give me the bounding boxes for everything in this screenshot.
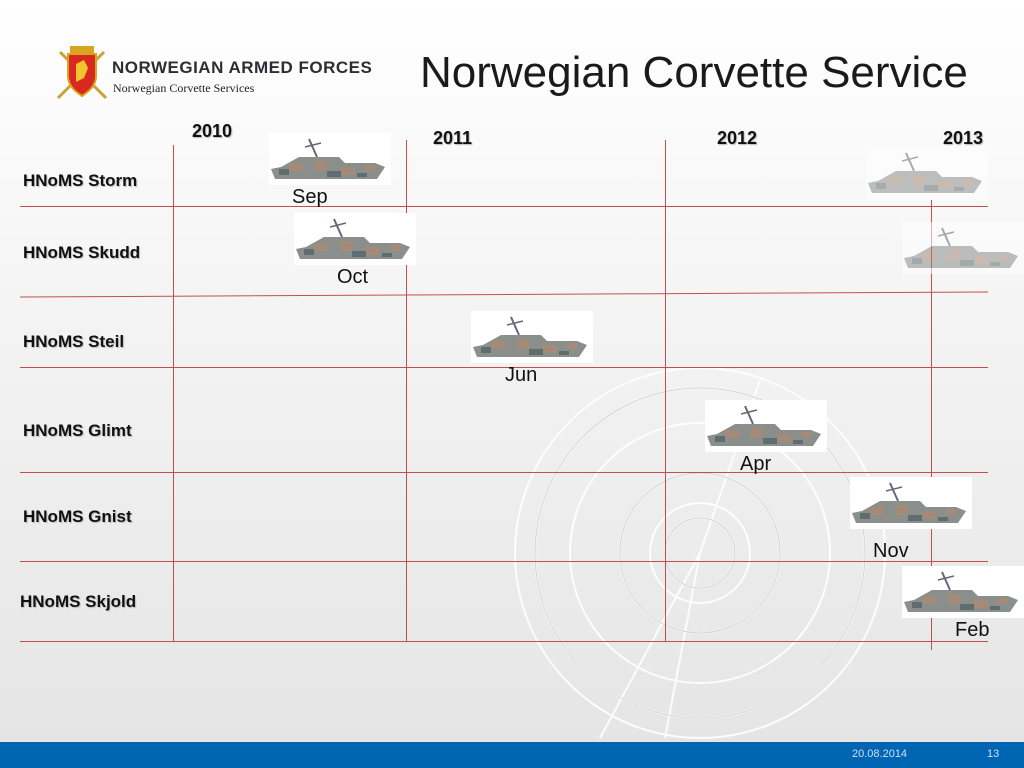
ship-name: HNoMS Steil <box>23 332 125 351</box>
ship-name: HNoMS Storm <box>23 171 138 190</box>
brand-name: NORWEGIAN ARMED FORCES <box>112 58 373 77</box>
year-divider <box>931 200 932 650</box>
year-label: 2013 <box>943 128 984 148</box>
ship-image <box>850 477 972 529</box>
row-divider <box>20 472 988 473</box>
ship-image <box>294 213 416 265</box>
service-month: Jun <box>505 364 538 386</box>
row-divider <box>20 367 988 368</box>
ship-image <box>269 133 391 185</box>
ship-name: HNoMS Skjold <box>20 592 137 611</box>
footer-bar <box>0 742 1024 768</box>
year-label: 2010 <box>192 121 233 141</box>
ship-image <box>705 400 827 452</box>
armed-forces-crest-logo <box>56 46 108 100</box>
year-label: 2011 <box>433 128 473 148</box>
service-month: Oct <box>337 266 369 288</box>
ship-name: HNoMS Skudd <box>23 243 141 262</box>
brand-subtitle: Norwegian Corvette Services <box>113 81 255 95</box>
row-divider <box>20 561 988 562</box>
row-divider <box>20 641 988 642</box>
footer-date: 20.08.2014 <box>852 748 908 760</box>
year-divider <box>665 140 666 641</box>
ship-image <box>471 311 593 363</box>
year-divider <box>406 140 407 641</box>
page-title: Norwegian Corvette Service <box>420 48 968 97</box>
year-divider <box>173 145 174 641</box>
service-month: Apr <box>740 453 772 475</box>
service-month: Feb <box>955 619 990 641</box>
page-number: 13 <box>987 748 1000 760</box>
ship-image <box>902 566 1024 618</box>
ship-name: HNoMS Gnist <box>23 507 132 526</box>
ship-image-faded <box>866 147 988 199</box>
ship-image-faded <box>902 222 1024 274</box>
ship-name: HNoMS Glimt <box>23 421 132 440</box>
service-month: Sep <box>292 186 328 208</box>
row-divider <box>20 206 988 207</box>
year-label: 2012 <box>717 128 758 148</box>
service-month: Nov <box>873 540 909 562</box>
